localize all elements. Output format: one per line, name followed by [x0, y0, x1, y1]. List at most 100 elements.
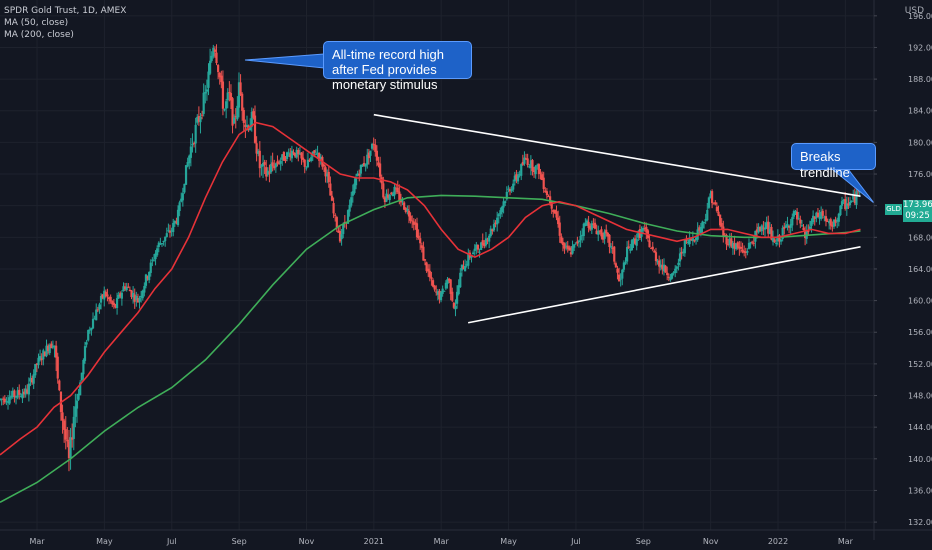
breakout-callout[interactable]: Breaks trendline [791, 143, 876, 180]
candle-body [836, 220, 839, 222]
symbol-title[interactable]: SPDR Gold Trust, 1D, AMEX [4, 6, 127, 16]
candle-body [175, 221, 178, 223]
candle-body [361, 164, 364, 167]
candle-body [449, 279, 452, 294]
price-tick-label: 144.00 [908, 423, 932, 432]
price-tick-label: 152.00 [908, 360, 932, 369]
candle-body [162, 240, 165, 243]
candle-body [537, 164, 540, 175]
candle-body [35, 363, 38, 365]
candle-body [771, 237, 775, 242]
candle-body [502, 201, 505, 208]
candle-body [473, 248, 476, 251]
candle-body [688, 237, 691, 245]
candle-body [192, 143, 196, 145]
candle-body [276, 161, 279, 164]
ma50-legend[interactable]: MA (50, close) [4, 18, 69, 28]
candle-body [569, 252, 573, 255]
candle-body [249, 125, 252, 131]
candle-body [104, 291, 107, 297]
candle-body [529, 160, 532, 169]
candle-body [678, 253, 682, 262]
candle-body [223, 109, 226, 111]
currency-label[interactable]: USD [904, 6, 924, 16]
ma50-line [0, 121, 861, 456]
candle-body [212, 47, 215, 57]
candle-body [624, 262, 627, 264]
candle-body [635, 239, 638, 246]
candle-body [464, 266, 467, 272]
candle-body [403, 202, 406, 210]
time-tick-label: Sep [636, 537, 651, 546]
breakout-text: Breaks trendline [800, 149, 850, 180]
candle-body [698, 227, 701, 231]
candle-body [828, 220, 831, 224]
candle-body [550, 201, 553, 209]
candle-body [258, 150, 261, 169]
candle-body [762, 227, 765, 229]
candle-body [38, 356, 42, 360]
candle-body [253, 115, 257, 143]
candle-body [576, 241, 579, 244]
candle-body [712, 203, 715, 205]
candle-body [486, 240, 489, 242]
candle-body [722, 226, 725, 236]
candle-body [172, 222, 175, 233]
candle-body [834, 219, 837, 223]
candle-body [189, 146, 192, 158]
candle-body [144, 274, 148, 286]
candle-body [632, 239, 635, 242]
candle-body [789, 224, 792, 228]
candle-body [53, 345, 56, 347]
candle-body [608, 234, 611, 248]
candle-body [188, 155, 191, 164]
price-tick-label: 184.00 [908, 107, 932, 116]
price-axis[interactable]: 132.00 136.00 140.00 144.00 148.00 152.00 156.… [874, 12, 932, 527]
candle-body [438, 290, 441, 300]
candle-body [704, 218, 707, 222]
candle-body [455, 291, 459, 304]
candle-body [379, 163, 382, 177]
candle-body [417, 235, 420, 238]
price-tick-label: 192.00 [908, 43, 932, 52]
candle-body [590, 223, 593, 230]
candle-body [197, 116, 200, 122]
candle-body [701, 221, 704, 229]
candle-body [584, 222, 587, 226]
candle-body [260, 165, 263, 167]
time-axis[interactable]: Mar May Jul Sep Nov 2021 Mar May Jul Sep Nov 2022 Ma… [30, 537, 854, 546]
candle-body [37, 357, 40, 366]
candle-body [786, 224, 789, 227]
candle-body [637, 231, 640, 238]
candle-body [27, 383, 30, 395]
candle-body [160, 243, 164, 245]
candle-body [191, 144, 194, 146]
candle-body [294, 152, 297, 157]
record-high-callout[interactable]: All-time record high after Fed provides … [323, 41, 472, 92]
candle-body [221, 81, 225, 109]
candle-body [396, 187, 399, 193]
candle-body [244, 124, 247, 128]
candle-body [699, 226, 702, 233]
candle-body [534, 165, 537, 175]
candle-body [130, 290, 133, 297]
candle-body [233, 117, 236, 124]
candle-body [706, 210, 709, 221]
candle-body [387, 194, 390, 198]
candlesticks [0, 44, 861, 472]
candle-body [558, 222, 561, 236]
candle-body [411, 220, 414, 222]
candle-body [744, 251, 747, 253]
candle-body [808, 226, 812, 229]
price-tick-label: 176.00 [908, 170, 932, 179]
candle-body [95, 309, 98, 321]
candle-body [268, 172, 271, 174]
candle-body [351, 191, 354, 196]
candle-body [781, 227, 784, 239]
candle-body [751, 241, 754, 243]
candle-body [274, 163, 277, 168]
candle-body [643, 228, 646, 230]
candle-body [217, 65, 220, 73]
ma200-legend[interactable]: MA (200, close) [4, 30, 74, 40]
